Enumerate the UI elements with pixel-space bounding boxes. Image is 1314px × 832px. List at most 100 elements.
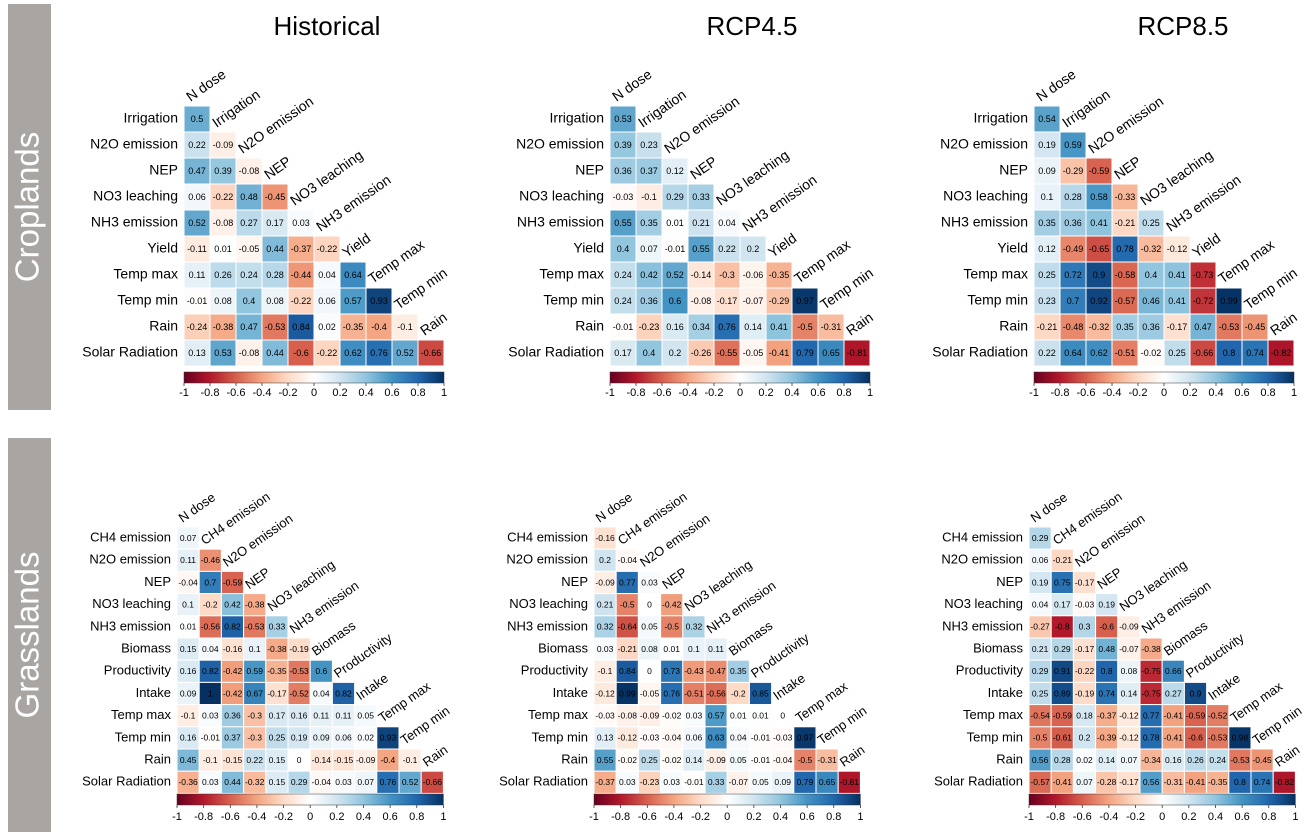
cell [209,287,237,315]
cell-value: 0.06 [686,733,703,743]
cell-value: 0.29 [291,777,308,787]
cell-value: 0.77 [619,577,636,587]
row-label: Biomass [973,641,1023,656]
cell-value: 0.67 [246,688,263,698]
cell-value: -0.36 [178,777,198,787]
cell [1272,770,1296,794]
cell-value: 0.74 [1098,688,1115,698]
cell-value: -0.59 [1089,166,1110,176]
cell-value: 0.22 [718,244,736,254]
cell [287,339,315,367]
cell-value: 0.27 [240,218,258,228]
cell [739,313,767,341]
cell-value: 0.25 [1168,348,1186,358]
cell-value: 0.02 [357,733,374,743]
column-label: NEP [1094,564,1125,592]
cell-value: -0.08 [691,296,712,306]
cell-value: -0.14 [312,755,332,765]
cell-value: 0.28 [1054,755,1071,765]
column-label: Intake [770,670,808,703]
cell-value: -0.01 [751,755,771,765]
cell-value: 0.85 [752,688,769,698]
cell-value: -0.6 [293,348,309,358]
cell-value: -0.44 [291,270,312,280]
colorbar-tick-label: -0.2 [279,387,298,399]
row-label: Temp min [117,292,178,308]
colorbar-tick-label: -1 [1024,811,1034,823]
column-label: Intake [353,670,391,703]
colorbar [593,793,861,806]
cell-value: 0.16 [666,322,684,332]
cell-value: 0.37 [640,166,658,176]
cell-value: 0.76 [380,777,397,787]
colorbar-tick-label: -0.6 [227,387,246,399]
row-label: Temp min [967,292,1028,308]
cell-value: -0.53 [245,622,265,632]
cell-value: 0.56 [1032,755,1049,765]
cell-value: 0.04 [718,218,736,228]
cell-value: 0.06 [335,733,352,743]
cell-value: 0.41 [1168,270,1186,280]
cell [635,209,663,237]
cell-value: -0.5 [664,622,679,632]
cell-value: 0.97 [796,296,814,306]
cell-value: 0.04 [730,733,747,743]
cell-value: 0.99 [1220,296,1238,306]
row-label: NO3 leaching [943,188,1028,204]
cell-value: 0.05 [641,622,658,632]
colorbar-tick-label: -0.8 [627,387,646,399]
cell [1033,261,1061,289]
cell [261,209,289,237]
row-label: Solar Radiation [82,774,171,789]
colorbar [1033,371,1295,384]
cell [287,209,315,237]
cell-value: 0.03 [202,710,219,720]
cell-value: -0.03 [613,192,634,202]
cell-value: 0.01 [730,710,747,720]
cell-value: -0.01 [751,733,771,743]
column-label: N dose [1028,490,1070,526]
cell-value: 0.02 [318,322,336,332]
row-label: Intake [988,685,1023,700]
cell-value: -0.07 [729,777,749,787]
column-label: Rain [1267,309,1300,339]
cell-value: 0.93 [380,733,397,743]
colorbar-tick-label: 0.2 [758,387,773,399]
panel-title: RCP8.5 [1137,11,1228,41]
cell-value: -0.22 [213,192,234,202]
cell-value: 0.21 [1032,644,1049,654]
cell-value: 0.08 [266,296,284,306]
cell [687,183,715,211]
cell-value: 0.22 [246,755,263,765]
cell [420,770,444,794]
cell-value: 0.39 [614,140,632,150]
cell-value: -0.42 [662,599,682,609]
cell [635,287,663,315]
colorbar-tick-label: 0.8 [836,387,851,399]
cell-value: -0.05 [640,688,660,698]
cell-value: -0.81 [847,348,868,358]
row-label: N2O emission [940,136,1028,152]
cell-value: 0.24 [240,270,258,280]
cell-value: -0.6 [1099,622,1114,632]
colorbar-tick-label: 0 [307,811,313,823]
cell-value: 0.6 [669,296,682,306]
cell-value: -0.56 [706,688,726,698]
cell-value: -0.04 [662,733,682,743]
row-label: CH4 emission [942,530,1023,545]
colorbar-tick-label: -0.4 [1099,811,1118,823]
cell-value: 0.13 [188,348,206,358]
cell-value: -0.22 [291,296,312,306]
cell-value: -0.75 [1141,688,1161,698]
cell-value: 0.35 [730,666,747,676]
row-label: NH3 emission [942,618,1023,633]
cell-value: -0.17 [1167,322,1188,332]
cell-value: -0.1 [641,192,657,202]
cell [609,131,637,159]
cell [713,287,741,315]
cell-value: 0.12 [666,166,684,176]
column-label: Yield [1189,230,1223,261]
cell-value: -0.02 [662,710,682,720]
cell-value: -0.58 [1115,270,1136,280]
cell-value: -0.15 [334,755,354,765]
